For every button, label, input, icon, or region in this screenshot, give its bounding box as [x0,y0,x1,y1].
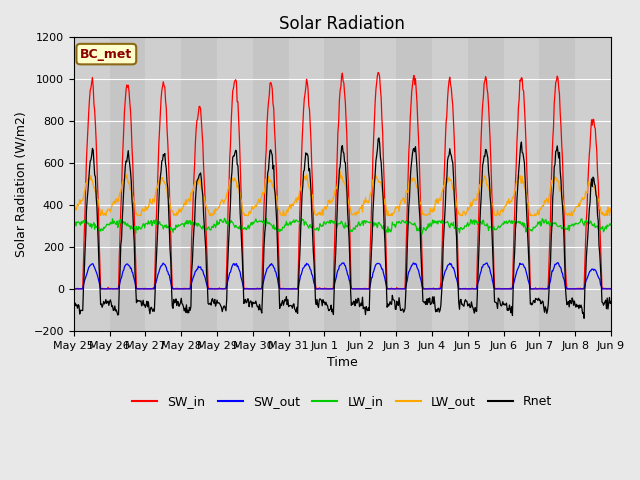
LW_out [70,205,77,211]
Bar [575,37,611,331]
Bar [217,37,253,331]
SW_in [70,286,78,292]
LW_out [293,200,301,205]
SW_in [420,286,428,291]
Bar [504,37,540,331]
Bar [253,37,289,331]
Line: SW_out: SW_out [74,263,640,289]
Bar [145,37,181,331]
LW_in [452,225,460,231]
Rnet [243,300,250,306]
Legend: SW_in, SW_out, LW_in, LW_out, Rnet: SW_in, SW_out, LW_in, LW_out, Rnet [127,390,557,413]
LW_out [452,203,460,208]
Bar [396,37,432,331]
LW_in [70,221,77,227]
SW_in [70,286,77,291]
LW_in [221,216,228,221]
LW_out [97,213,104,218]
Bar [74,37,109,331]
Rnet [137,298,145,304]
Bar [540,37,575,331]
LW_out [336,168,344,174]
LW_in [419,231,426,237]
SW_in [138,286,145,292]
Line: Rnet: Rnet [74,138,640,318]
SW_out [554,260,562,265]
SW_in [374,70,382,75]
Rnet [452,223,460,229]
LW_in [271,225,279,231]
Bar [432,37,468,331]
SW_out [419,286,427,291]
Rnet [580,315,588,321]
Rnet [375,135,383,141]
LW_out [271,191,279,196]
SW_out [137,286,145,292]
Rnet [70,300,77,306]
Rnet [292,309,300,315]
Rnet [420,299,428,305]
LW_in [137,226,145,232]
SW_out [292,286,300,292]
Line: LW_out: LW_out [74,171,640,216]
Line: SW_in: SW_in [74,72,640,289]
LW_in [293,217,301,223]
SW_out [451,270,459,276]
SW_out [70,286,77,292]
LW_out [243,213,251,218]
Line: LW_in: LW_in [74,218,640,234]
X-axis label: Time: Time [327,356,358,369]
LW_out [420,211,428,217]
Bar [324,37,360,331]
Bar [289,37,324,331]
Bar [468,37,504,331]
Rnet [271,185,278,191]
SW_in [452,201,460,206]
SW_in [271,140,279,145]
LW_in [420,226,428,232]
SW_out [243,286,250,292]
LW_in [243,226,251,232]
SW_in [293,286,301,292]
Text: BC_met: BC_met [80,48,132,60]
Bar [109,37,145,331]
Bar [360,37,396,331]
LW_out [138,208,145,214]
Bar [181,37,217,331]
SW_out [271,265,278,271]
Title: Solar Radiation: Solar Radiation [280,15,405,33]
Y-axis label: Solar Radiation (W/m2): Solar Radiation (W/m2) [15,111,28,257]
SW_in [243,286,251,292]
